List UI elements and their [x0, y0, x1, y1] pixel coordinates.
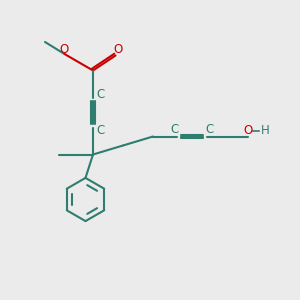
- Text: C: C: [205, 123, 214, 136]
- Text: C: C: [170, 123, 179, 136]
- Text: C: C: [96, 88, 105, 101]
- Text: H: H: [261, 124, 270, 137]
- Text: O: O: [244, 124, 253, 137]
- Text: C: C: [96, 124, 105, 137]
- Text: O: O: [60, 43, 69, 56]
- Text: O: O: [113, 43, 122, 56]
